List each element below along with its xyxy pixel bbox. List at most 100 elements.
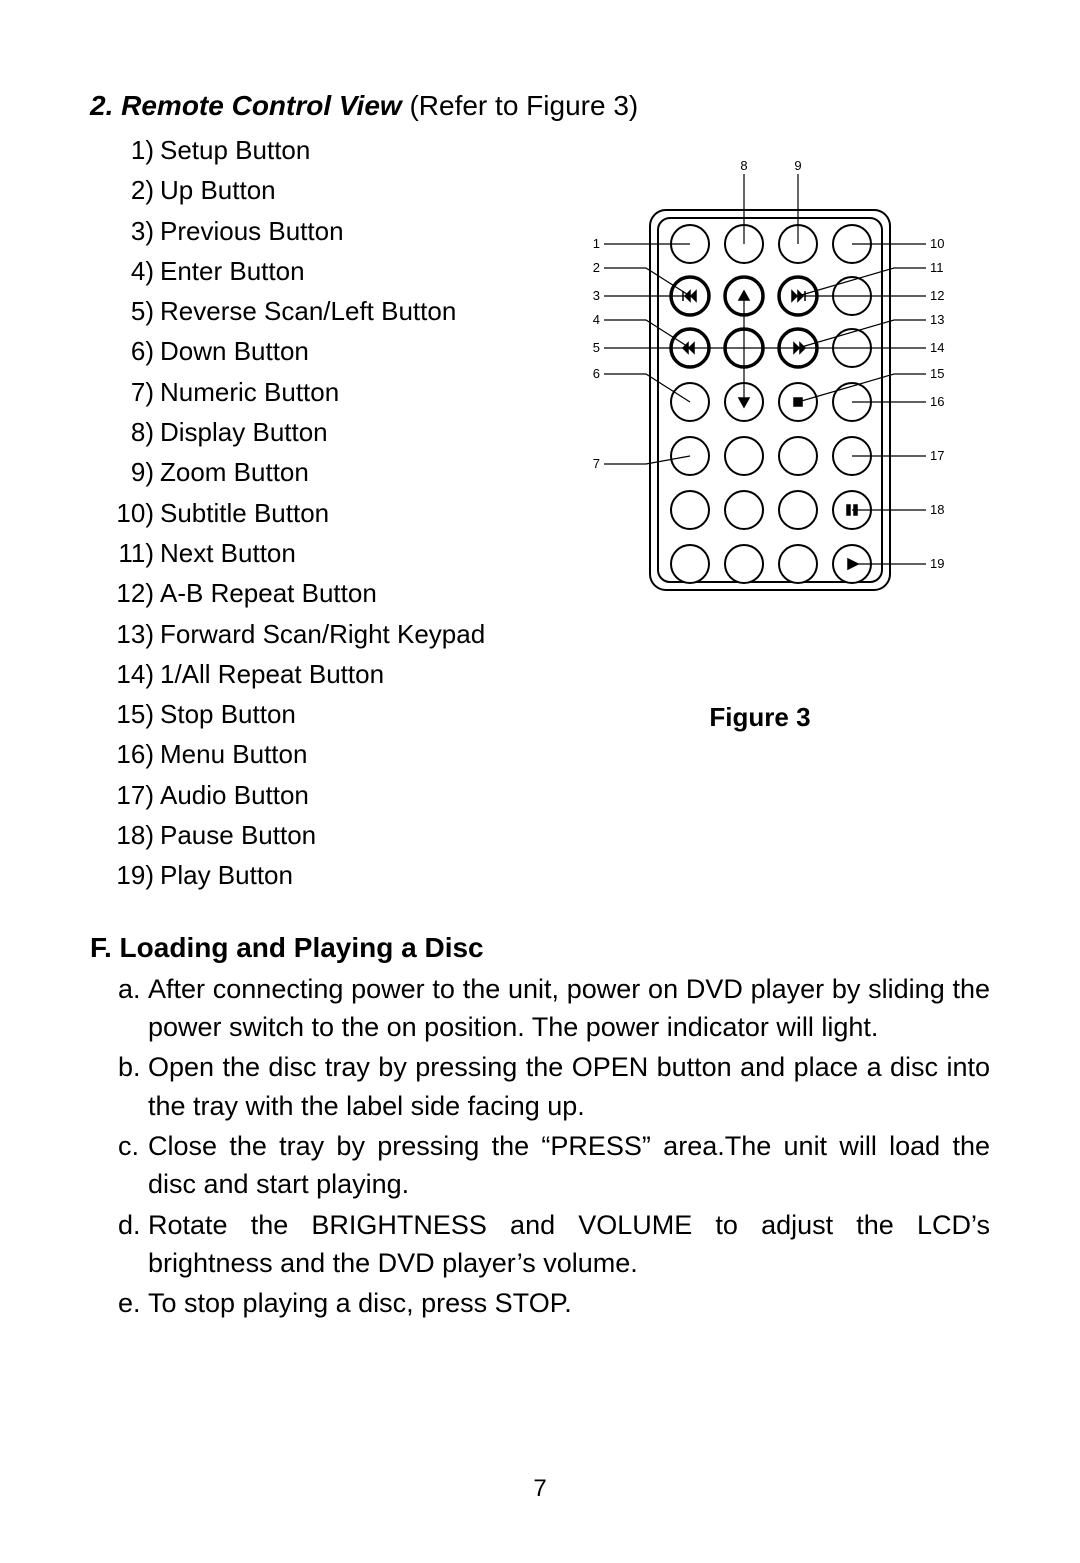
callout-number: 15 <box>930 366 944 381</box>
list-item-number: 10) <box>100 493 160 533</box>
callout-number: 2 <box>593 260 600 275</box>
list-item-number: 15) <box>100 694 160 734</box>
callout-number: 5 <box>593 340 600 355</box>
list-item: 14) 1/All Repeat Button <box>100 654 530 694</box>
list-item-label: Pause Button <box>160 815 316 855</box>
list-item-number: 6) <box>100 331 160 371</box>
list-item-label: Stop Button <box>160 694 296 734</box>
callout-number: 14 <box>930 340 944 355</box>
content-columns: 1) Setup Button2) Up Button3) Previous B… <box>90 130 990 896</box>
remote-button <box>725 491 763 529</box>
step: c.Close the tray by pressing the “PRESS”… <box>118 1127 990 1204</box>
callout-number: 13 <box>930 312 944 327</box>
callout-number: 4 <box>593 312 600 327</box>
list-item-label: A-B Repeat Button <box>160 573 377 613</box>
list-item-number: 14) <box>100 654 160 694</box>
list-item: 5) Reverse Scan/Left Button <box>100 291 530 331</box>
list-item-number: 16) <box>100 734 160 774</box>
list-item: 18) Pause Button <box>100 815 530 855</box>
list-item: 17) Audio Button <box>100 775 530 815</box>
list-item-label: Play Button <box>160 855 293 895</box>
list-item-label: Reverse Scan/Left Button <box>160 291 456 331</box>
step-label: d. <box>118 1206 148 1283</box>
list-item-number: 3) <box>100 211 160 251</box>
remote-diagram: 12345671011121314151617181989 <box>530 130 990 690</box>
callout-number: 12 <box>930 288 944 303</box>
button-list: 1) Setup Button2) Up Button3) Previous B… <box>90 130 530 896</box>
callout-number: 10 <box>930 236 944 251</box>
list-item-label: Enter Button <box>160 251 305 291</box>
steps-list: a.After connecting power to the unit, po… <box>90 970 990 1323</box>
step: d.Rotate the BRIGHTNESS and VOLUME to ad… <box>118 1206 990 1283</box>
list-item-label: Forward Scan/Right Keypad <box>160 614 485 654</box>
list-item-number: 8) <box>100 412 160 452</box>
step-text: To stop playing a disc, press STOP. <box>148 1284 990 1322</box>
figure-column: 12345671011121314151617181989 Figure 3 <box>530 130 990 830</box>
list-item: 7) Numeric Button <box>100 372 530 412</box>
list-item-number: 12) <box>100 573 160 613</box>
list-item-number: 5) <box>100 291 160 331</box>
remote-button <box>671 491 709 529</box>
list-item-number: 4) <box>100 251 160 291</box>
remote-button <box>725 545 763 583</box>
step-label: a. <box>118 970 148 1047</box>
list-item-number: 2) <box>100 170 160 210</box>
page-number: 7 <box>0 1475 1080 1503</box>
callout-number: 11 <box>930 260 944 275</box>
callout-number: 8 <box>740 158 747 173</box>
section-title-bold: Remote Control View <box>121 90 402 121</box>
list-item-label: Menu Button <box>160 734 307 774</box>
list-item: 6) Down Button <box>100 331 530 371</box>
step: e.To stop playing a disc, press STOP. <box>118 1284 990 1322</box>
step: a.After connecting power to the unit, po… <box>118 970 990 1047</box>
step-text: Close the tray by pressing the “PRESS” a… <box>148 1127 990 1204</box>
remote-button <box>779 491 817 529</box>
callout-number: 19 <box>930 556 944 571</box>
step-label: e. <box>118 1284 148 1322</box>
list-item: 12) A-B Repeat Button <box>100 573 530 613</box>
list-item-label: Numeric Button <box>160 372 339 412</box>
list-item-label: 1/All Repeat Button <box>160 654 384 694</box>
remote-button <box>725 437 763 475</box>
list-item-label: Down Button <box>160 331 309 371</box>
figure-caption: Figure 3 <box>530 702 990 733</box>
callout-number: 9 <box>794 158 801 173</box>
callout-number: 16 <box>930 394 944 409</box>
section-title-rest: (Refer to Figure 3) <box>402 90 639 121</box>
list-item-label: Up Button <box>160 170 276 210</box>
list-item: 8) Display Button <box>100 412 530 452</box>
list-item-number: 17) <box>100 775 160 815</box>
list-item-number: 13) <box>100 614 160 654</box>
list-item: 3) Previous Button <box>100 211 530 251</box>
list-item: 1) Setup Button <box>100 130 530 170</box>
section-title: 2. Remote Control View (Refer to Figure … <box>90 90 990 122</box>
list-item-label: Next Button <box>160 533 296 573</box>
callout-number: 17 <box>930 448 944 463</box>
step: b.Open the disc tray by pressing the OPE… <box>118 1048 990 1125</box>
remote-button <box>671 545 709 583</box>
section-number: 2. <box>90 90 113 121</box>
list-item: 4) Enter Button <box>100 251 530 291</box>
list-item: 11) Next Button <box>100 533 530 573</box>
callout-number: 3 <box>593 288 600 303</box>
list-item: 19) Play Button <box>100 855 530 895</box>
list-item-number: 18) <box>100 815 160 855</box>
step-text: Rotate the BRIGHTNESS and VOLUME to adju… <box>148 1206 990 1283</box>
list-item-label: Subtitle Button <box>160 493 329 533</box>
section-f: F. Loading and Playing a Disc a.After co… <box>90 932 990 1323</box>
section-f-title: F. Loading and Playing a Disc <box>90 932 990 964</box>
list-item-number: 7) <box>100 372 160 412</box>
list-item-label: Zoom Button <box>160 452 309 492</box>
list-item: 13) Forward Scan/Right Keypad <box>100 614 530 654</box>
list-item: 16) Menu Button <box>100 734 530 774</box>
step-text: Open the disc tray by pressing the OPEN … <box>148 1048 990 1125</box>
list-item-number: 1) <box>100 130 160 170</box>
list-item: 9) Zoom Button <box>100 452 530 492</box>
list-item-number: 19) <box>100 855 160 895</box>
remote-button <box>779 545 817 583</box>
list-item: 10) Subtitle Button <box>100 493 530 533</box>
list-item: 2) Up Button <box>100 170 530 210</box>
step-text: After connecting power to the unit, powe… <box>148 970 990 1047</box>
list-item-label: Setup Button <box>160 130 310 170</box>
list-item-label: Display Button <box>160 412 328 452</box>
